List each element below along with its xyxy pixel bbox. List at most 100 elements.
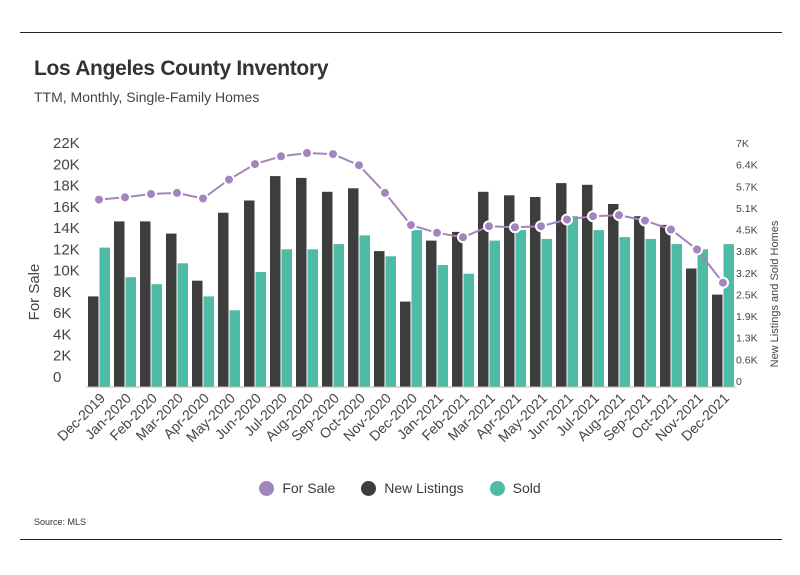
point-for-sale — [145, 188, 157, 200]
bar-sold — [463, 273, 474, 387]
y-tick-label: 2K — [53, 348, 71, 365]
point-for-sale — [561, 213, 573, 226]
bar-sold — [515, 230, 526, 387]
bar-sold — [99, 247, 110, 387]
bar-new-listings — [608, 204, 619, 387]
bar-new-listings — [504, 195, 515, 387]
y-tick-label: 0 — [53, 369, 61, 386]
bar-new-listings — [374, 251, 385, 387]
bar-new-listings — [660, 224, 671, 387]
y2-tick-label: 3.8K — [736, 246, 758, 258]
legend-swatch-sold — [489, 480, 505, 496]
point-for-sale — [301, 147, 313, 159]
point-for-sale — [327, 148, 339, 161]
legend-item-for-sale: For Sale — [259, 480, 335, 496]
bar-new-listings — [556, 183, 567, 387]
y-tick-label: 10K — [53, 263, 80, 280]
bar-sold — [151, 284, 162, 387]
legend-swatch-new-listings — [361, 480, 377, 496]
bar-new-listings — [140, 221, 151, 387]
point-for-sale — [483, 220, 495, 233]
y2-tick-label: 6.4K — [736, 160, 758, 172]
point-for-sale — [509, 221, 521, 234]
y-tick-label: 8K — [53, 284, 71, 301]
bar-new-listings — [582, 184, 593, 387]
bar-sold — [645, 238, 656, 387]
y2-tick-label: 0.6K — [736, 354, 758, 366]
point-for-sale — [535, 220, 547, 233]
point-for-sale — [613, 209, 625, 222]
y-tick-label: 22K — [53, 135, 80, 152]
bar-sold — [203, 296, 214, 387]
bar-new-listings — [348, 188, 359, 387]
bar-sold — [723, 244, 734, 387]
chart-subtitle: TTM, Monthly, Single-Family Homes — [34, 89, 260, 105]
y2-tick-label: 2.5K — [736, 289, 758, 301]
bar-sold — [567, 216, 578, 387]
bar-sold — [541, 238, 552, 387]
point-for-sale — [431, 226, 443, 239]
point-for-sale — [587, 210, 599, 223]
chart-legend: For Sale New Listings Sold — [0, 480, 800, 496]
point-for-sale — [639, 214, 651, 227]
bar-sold — [229, 310, 240, 387]
point-for-sale — [119, 191, 131, 204]
bar-sold — [385, 256, 396, 387]
point-for-sale — [223, 173, 235, 186]
bar-sold — [125, 277, 136, 387]
bar-new-listings — [478, 191, 489, 387]
chart-plot: 0 2K 4K 6K 8K 10K 12K 14K 16K 18K 20K 22K 0 0.6K 1.3K 1… — [26, 135, 781, 445]
bar-new-listings — [296, 177, 307, 387]
y2-tick-label: 5.7K — [736, 181, 758, 193]
y2-tick-label: 0 — [736, 376, 742, 388]
chart-title: Los Angeles County Inventory — [34, 57, 329, 80]
bar-new-listings — [218, 212, 229, 387]
point-for-sale — [275, 150, 287, 163]
bar-new-listings — [400, 301, 411, 387]
source-note: Source: MLS — [34, 517, 87, 527]
point-for-sale — [457, 231, 469, 244]
bar-sold — [619, 237, 630, 387]
y-axis-title: For Sale — [26, 264, 43, 321]
bar-sold — [411, 230, 422, 387]
y2-tick-label: 4.5K — [736, 225, 758, 237]
y2-tick-label: 1.9K — [736, 311, 758, 323]
y-tick-label: 4K — [53, 326, 71, 343]
y-tick-label: 12K — [53, 241, 80, 258]
point-for-sale — [665, 223, 677, 236]
y2-tick-label: 1.3K — [736, 333, 758, 345]
point-for-sale — [717, 276, 729, 289]
y2-tick-label: 3.2K — [736, 268, 758, 280]
legend-item-new-listings: New Listings — [361, 480, 464, 496]
bar-new-listings — [114, 221, 125, 387]
bar-sold — [255, 272, 266, 387]
bar-new-listings — [686, 268, 697, 387]
bar-new-listings — [322, 191, 333, 387]
point-for-sale — [379, 186, 391, 199]
bar-sold — [177, 263, 188, 387]
y-tick-label: 16K — [53, 199, 80, 216]
bar-sold — [333, 244, 344, 387]
bar-sold — [307, 249, 318, 387]
bar-sold — [593, 230, 604, 387]
bar-new-listings — [712, 294, 723, 387]
y2-tick-label: 7K — [736, 138, 749, 150]
y-tick-label: 18K — [53, 178, 80, 195]
point-for-sale — [93, 193, 105, 206]
bar-new-listings — [192, 280, 203, 387]
point-for-sale — [691, 243, 703, 256]
point-for-sale — [197, 192, 209, 205]
top-rule — [20, 32, 782, 33]
bar-new-listings — [270, 176, 281, 387]
y2-axis-title: New Listings and Sold Homes — [769, 220, 781, 367]
point-for-sale — [353, 159, 365, 172]
bar-new-listings — [426, 240, 437, 387]
bar-sold — [489, 240, 500, 387]
bottom-rule — [20, 539, 782, 540]
bar-new-listings — [530, 197, 541, 387]
bar-sold — [359, 235, 370, 387]
legend-item-sold: Sold — [489, 480, 541, 496]
legend-swatch-for-sale — [259, 480, 275, 496]
bar-sold — [671, 244, 682, 387]
bar-new-listings — [244, 200, 255, 387]
